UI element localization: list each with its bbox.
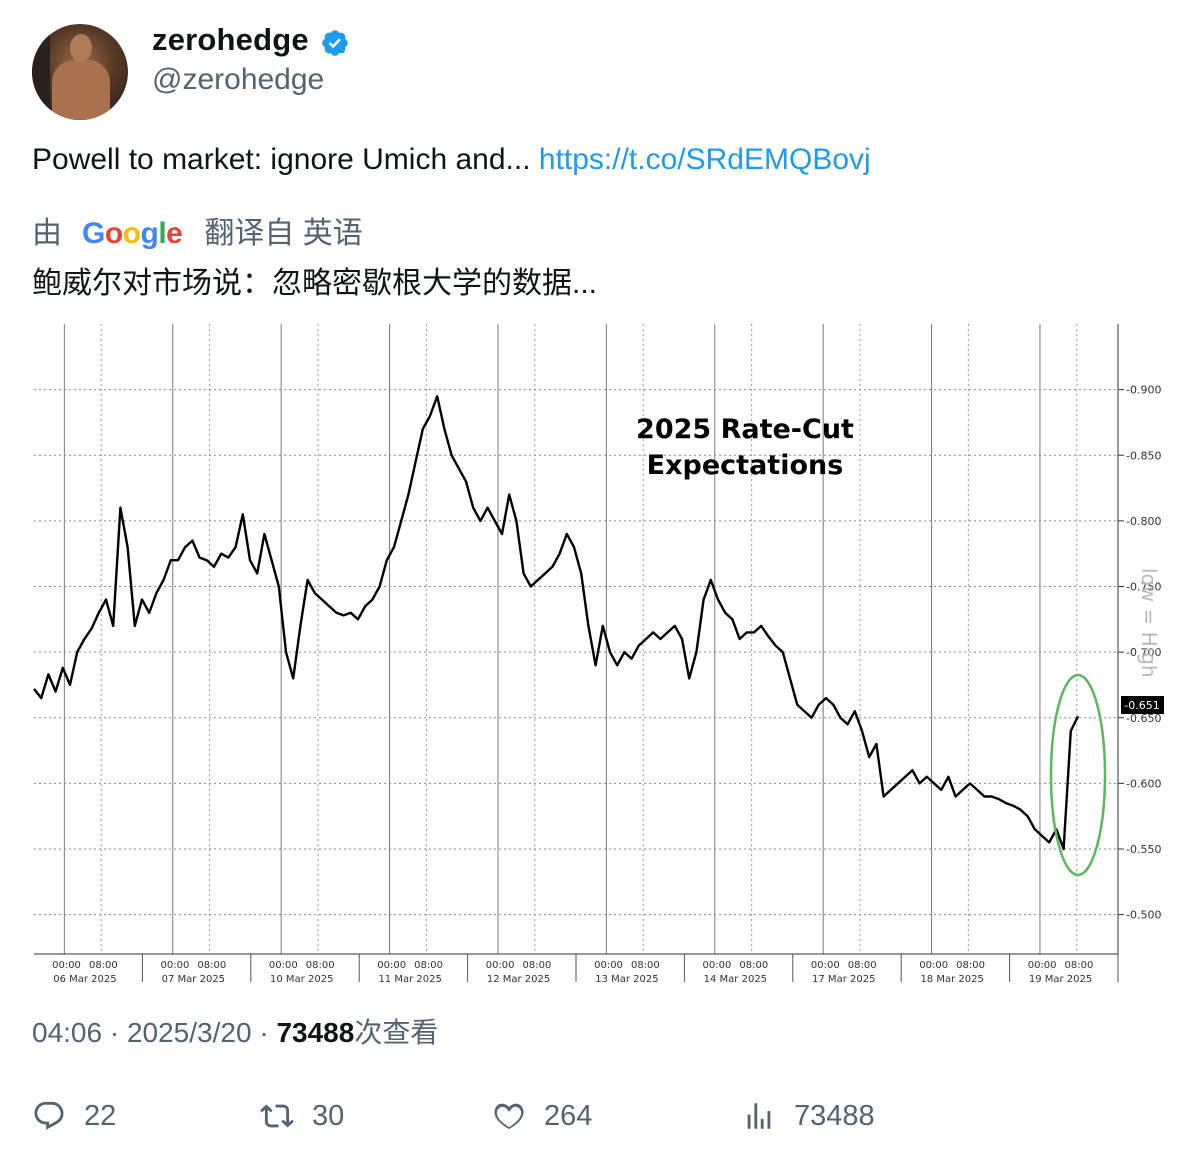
y-tick-label: -0.850 bbox=[1126, 449, 1161, 462]
y-tick-label: -0.650 bbox=[1126, 712, 1161, 725]
heart-icon bbox=[494, 1103, 524, 1130]
x-tick-time: 08:00 bbox=[1065, 960, 1094, 971]
like-button[interactable]: 264 bbox=[492, 1094, 592, 1138]
author-name[interactable]: zerohedge bbox=[152, 22, 309, 57]
y-tick-label: -0.800 bbox=[1126, 515, 1161, 528]
x-tick-time: 00:00 bbox=[919, 960, 948, 971]
views-count: 73488 bbox=[276, 1017, 355, 1048]
tweet-time[interactable]: 04:06 bbox=[32, 1017, 103, 1048]
author-handle[interactable]: @zerohedge bbox=[152, 63, 325, 96]
x-tick-time: 08:00 bbox=[197, 960, 226, 971]
x-tick-time: 08:00 bbox=[848, 960, 877, 971]
like-count: 264 bbox=[544, 1099, 593, 1132]
series-line bbox=[33, 395, 1080, 851]
reply-icon bbox=[34, 1101, 64, 1130]
avatar-figure bbox=[52, 60, 110, 120]
x-tick-time: 08:00 bbox=[956, 960, 985, 971]
tweet-link[interactable]: https://t.co/SRdEMQBovj bbox=[538, 143, 871, 176]
tweet-actions: 22 30 264 73488 bbox=[32, 1094, 1132, 1138]
x-tick-time: 08:00 bbox=[523, 960, 552, 971]
rate-cut-chart[interactable]: -0.900-0.850-0.800-0.750-0.700-0.650-0.6… bbox=[32, 320, 1164, 988]
chart-x-axis: 00:00 08:00 06 Mar 2025 00:00 08:00 07 Mar 20… bbox=[34, 953, 1118, 985]
x-tick-time: 08:00 bbox=[89, 960, 118, 971]
x-tick-time: 00:00 bbox=[161, 960, 190, 971]
x-tick-time: 00:00 bbox=[269, 960, 298, 971]
y-tick-label: -0.900 bbox=[1126, 384, 1161, 397]
x-tick-time: 08:00 bbox=[739, 960, 768, 971]
translated-text: 鲍威尔对市场说：忽略密歇根大学的数据... bbox=[32, 267, 598, 300]
tweet-meta: 04:06 · 2025/3/20 · 73488次查看 bbox=[32, 1011, 438, 1051]
retweet-icon bbox=[260, 1104, 294, 1128]
x-tick-time: 08:00 bbox=[306, 960, 335, 971]
views-button[interactable]: 73488 bbox=[742, 1094, 875, 1138]
translation-prefix: 由 bbox=[32, 217, 62, 250]
meta-separator-2: · bbox=[259, 1017, 269, 1048]
retweet-count: 30 bbox=[312, 1099, 345, 1132]
verified-badge-icon bbox=[322, 30, 348, 56]
x-tick-time: 00:00 bbox=[1028, 960, 1057, 971]
x-tick-time: 00:00 bbox=[486, 960, 515, 971]
translation-attribution[interactable]: 由 Google 翻译自 英语 bbox=[32, 208, 363, 252]
x-tick-date: 13 Mar 2025 bbox=[595, 974, 658, 985]
x-tick-date: 06 Mar 2025 bbox=[53, 974, 116, 985]
views-stat: 73488 bbox=[794, 1099, 875, 1132]
chart-title-line-1: 2025 Rate-Cut bbox=[636, 414, 854, 445]
avatar-background bbox=[32, 24, 50, 120]
x-tick-time: 00:00 bbox=[703, 960, 732, 971]
x-tick-time: 00:00 bbox=[594, 960, 623, 971]
reply-button[interactable]: 22 bbox=[32, 1094, 116, 1138]
x-tick-date: 17 Mar 2025 bbox=[812, 974, 875, 985]
translation-suffix: 翻译自 英语 bbox=[204, 217, 363, 250]
y-tick-label: -0.550 bbox=[1126, 843, 1161, 856]
last-value-label: -0.651 bbox=[1124, 699, 1159, 712]
chart-side-note: low = High bbox=[1137, 568, 1161, 678]
x-tick-date: 11 Mar 2025 bbox=[378, 974, 441, 985]
tweet-text: Powell to market: ignore Umich and... ht… bbox=[32, 143, 871, 177]
y-tick-label: -0.700 bbox=[1126, 646, 1161, 659]
x-tick-date: 18 Mar 2025 bbox=[920, 974, 983, 985]
reply-count: 22 bbox=[84, 1099, 117, 1132]
chart-horizontal-gridlines bbox=[34, 389, 1118, 916]
y-tick-label: -0.500 bbox=[1126, 909, 1161, 922]
tweet-date[interactable]: 2025/3/20 bbox=[126, 1017, 252, 1048]
retweet-button[interactable]: 30 bbox=[260, 1094, 344, 1138]
x-tick-time: 08:00 bbox=[631, 960, 660, 971]
y-tick-label: -0.750 bbox=[1126, 581, 1161, 594]
x-tick-date: 19 Mar 2025 bbox=[1029, 974, 1092, 985]
x-tick-date: 10 Mar 2025 bbox=[270, 974, 333, 985]
x-tick-time: 00:00 bbox=[52, 960, 81, 971]
analytics-icon bbox=[747, 1103, 771, 1129]
x-tick-date: 07 Mar 2025 bbox=[162, 974, 225, 985]
chart-y-axis: -0.900-0.850-0.800-0.750-0.700-0.650-0.6… bbox=[1117, 324, 1161, 954]
google-logo: Google bbox=[82, 217, 183, 250]
last-value-tag: -0.651 bbox=[1121, 696, 1164, 714]
y-tick-label: -0.600 bbox=[1126, 777, 1161, 790]
x-tick-time: 08:00 bbox=[414, 960, 443, 971]
x-tick-date: 12 Mar 2025 bbox=[487, 974, 550, 985]
avatar-head bbox=[70, 34, 92, 62]
views-label: 次查看 bbox=[354, 1017, 439, 1048]
meta-separator: · bbox=[109, 1017, 120, 1048]
tweet-body: Powell to market: ignore Umich and... bbox=[32, 143, 539, 176]
author-avatar[interactable] bbox=[32, 24, 128, 120]
x-tick-date: 14 Mar 2025 bbox=[704, 974, 767, 985]
x-tick-time: 00:00 bbox=[377, 960, 406, 971]
x-tick-time: 00:00 bbox=[811, 960, 840, 971]
highlight-circle bbox=[1049, 673, 1107, 877]
chart-title-line-2: Expectations bbox=[647, 450, 844, 481]
